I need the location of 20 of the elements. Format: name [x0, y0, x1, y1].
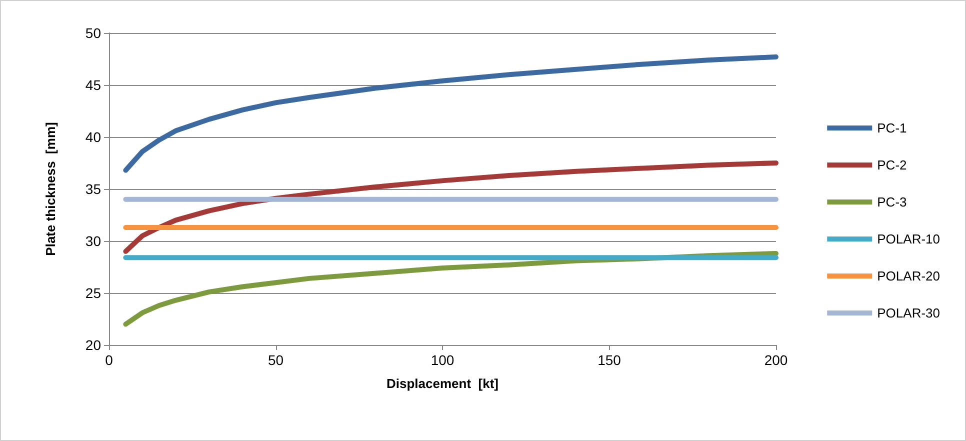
y-axis-title: Plate thickness [mm] [43, 122, 58, 256]
x-tick-label: 200 [764, 352, 788, 368]
y-tick-label: 35 [85, 181, 102, 197]
legend-label: PC-1 [877, 120, 907, 136]
legend-label: POLAR-10 [877, 232, 940, 246]
legend-label: POLAR-20 [877, 268, 940, 284]
y-tick-label: 45 [85, 77, 102, 93]
y-tick-label: 50 [85, 25, 102, 41]
x-tick-label: 100 [430, 352, 454, 368]
x-tick-label: 150 [598, 352, 622, 368]
legend-label: PC-2 [877, 158, 907, 172]
y-tick-label: 25 [85, 285, 102, 301]
y-tick-label: 20 [85, 337, 102, 353]
x-tick-label: 0 [105, 352, 114, 368]
x-tick-label: 50 [268, 352, 284, 368]
legend-label: POLAR-30 [877, 306, 940, 320]
y-tick-label: 40 [85, 129, 102, 145]
y-tick-label: 30 [85, 233, 102, 249]
x-axis-title: Displacement [kt] [386, 376, 498, 391]
legend-label: PC-3 [877, 194, 907, 210]
